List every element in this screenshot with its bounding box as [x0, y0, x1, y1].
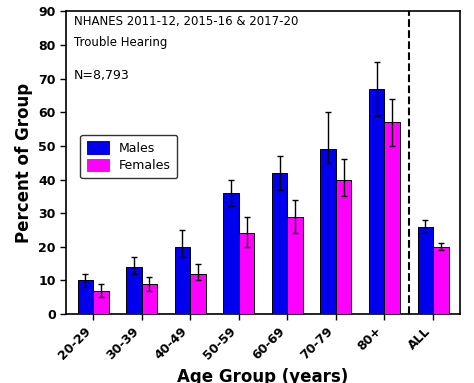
Bar [418, 227, 433, 314]
Bar [287, 216, 303, 314]
Bar [336, 180, 351, 314]
Bar [190, 274, 206, 314]
Bar [272, 173, 287, 314]
Bar [384, 123, 400, 314]
Bar [126, 267, 142, 314]
Bar [320, 149, 336, 314]
Legend: Males, Females: Males, Females [81, 135, 177, 178]
Text: N=8,793: N=8,793 [74, 69, 130, 82]
Bar [433, 247, 448, 314]
Bar [175, 247, 190, 314]
Text: Trouble Hearing: Trouble Hearing [74, 36, 168, 49]
Bar [142, 284, 157, 314]
Bar [223, 193, 239, 314]
Text: NHANES 2011-12, 2015-16 & 2017-20: NHANES 2011-12, 2015-16 & 2017-20 [74, 15, 299, 28]
Bar [93, 291, 109, 314]
Bar [239, 233, 255, 314]
Bar [369, 89, 384, 314]
Y-axis label: Percent of Group: Percent of Group [15, 83, 33, 243]
Bar [78, 280, 93, 314]
X-axis label: Age Group (years): Age Group (years) [177, 368, 349, 383]
